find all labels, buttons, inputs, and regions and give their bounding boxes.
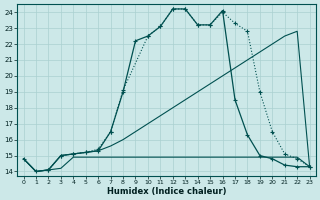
X-axis label: Humidex (Indice chaleur): Humidex (Indice chaleur) [107, 187, 226, 196]
